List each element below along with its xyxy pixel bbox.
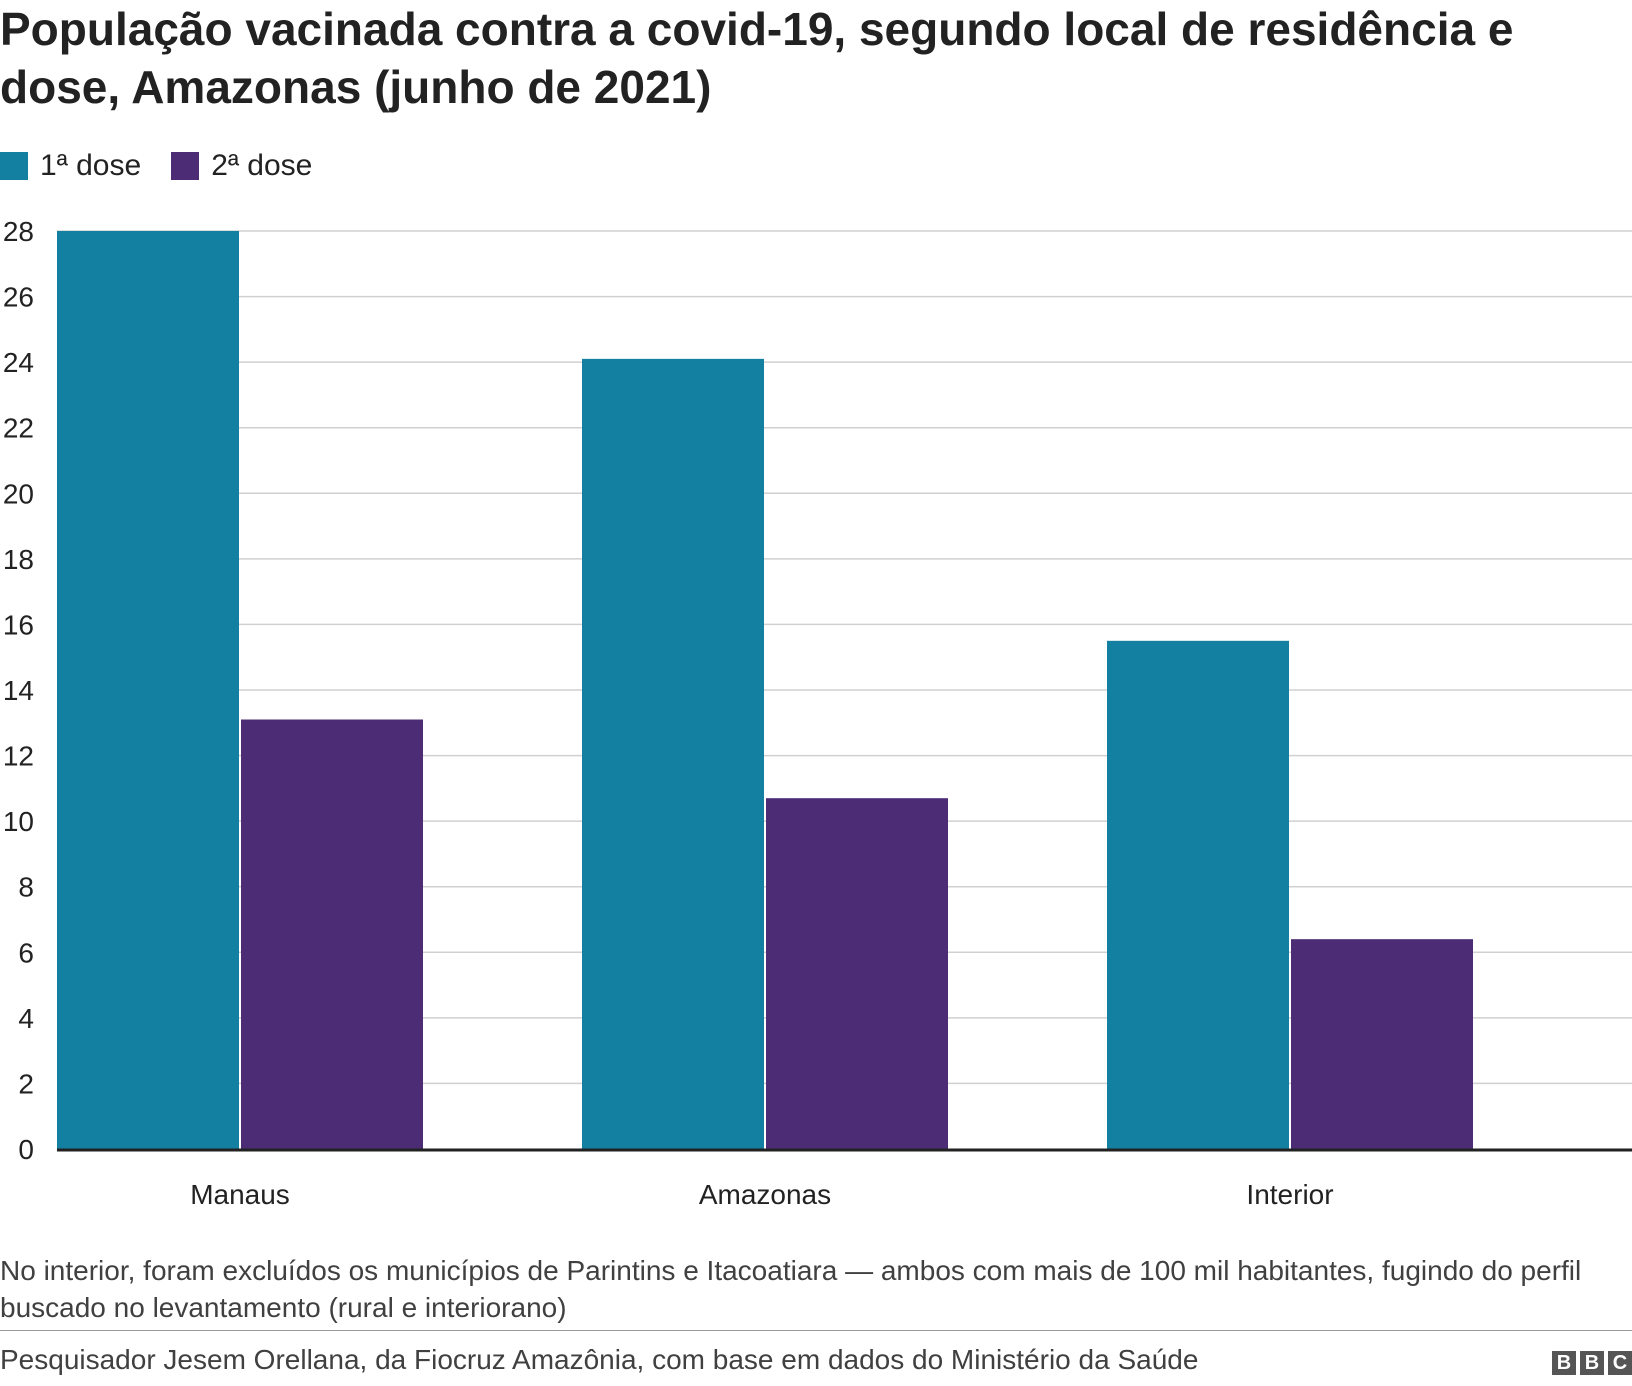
- y-tick-label: 2: [18, 1068, 34, 1099]
- bar: [241, 719, 423, 1149]
- footer-divider: [0, 1330, 1632, 1331]
- bar: [57, 231, 239, 1149]
- y-tick-label: 28: [3, 216, 34, 247]
- bar: [1107, 640, 1289, 1149]
- legend-label-dose-1: 1ª dose: [40, 149, 142, 182]
- chart-title: População vacinada contra a covid-19, se…: [0, 3, 1514, 113]
- legend-swatch-dose-2: [171, 152, 200, 180]
- y-tick-label: 14: [3, 675, 34, 706]
- legend-item-dose-2: 2ª dose: [171, 146, 312, 186]
- x-tick-label: Manaus: [190, 1179, 290, 1210]
- bbc-logo-block-2: B: [1580, 1351, 1604, 1375]
- y-tick-label: 0: [18, 1134, 34, 1165]
- y-tick-label: 10: [3, 806, 34, 837]
- bar: [766, 798, 948, 1149]
- y-tick-label: 16: [3, 609, 34, 640]
- source-text: Pesquisador Jesem Orellana, da Fiocruz A…: [0, 1344, 1199, 1375]
- bar: [582, 358, 764, 1150]
- y-tick-label: 4: [18, 1003, 34, 1034]
- chart-note: No interior, foram excluídos os municípi…: [0, 1255, 1582, 1323]
- y-tick-label: 18: [3, 544, 34, 575]
- y-tick-label: 26: [3, 282, 34, 313]
- y-tick-label: 8: [18, 872, 34, 903]
- legend: 1ª dose 2ª dose: [0, 146, 342, 186]
- bbc-logo-block-3: C: [1608, 1351, 1632, 1375]
- y-tick-label: 20: [3, 478, 34, 509]
- y-tick-label: 24: [3, 347, 34, 378]
- bar: [1291, 939, 1473, 1149]
- y-tick-label: 6: [18, 937, 34, 968]
- x-tick-label: Amazonas: [699, 1179, 831, 1210]
- bbc-logo: B B C: [1548, 1351, 1632, 1375]
- legend-item-dose-1: 1ª dose: [0, 146, 141, 186]
- y-tick-label: 12: [3, 741, 34, 772]
- y-tick-label: 22: [3, 413, 34, 444]
- x-tick-label: Interior: [1246, 1179, 1333, 1210]
- legend-label-dose-2: 2ª dose: [211, 149, 313, 182]
- bbc-logo-block-1: B: [1552, 1351, 1576, 1375]
- legend-swatch-dose-1: [0, 152, 28, 180]
